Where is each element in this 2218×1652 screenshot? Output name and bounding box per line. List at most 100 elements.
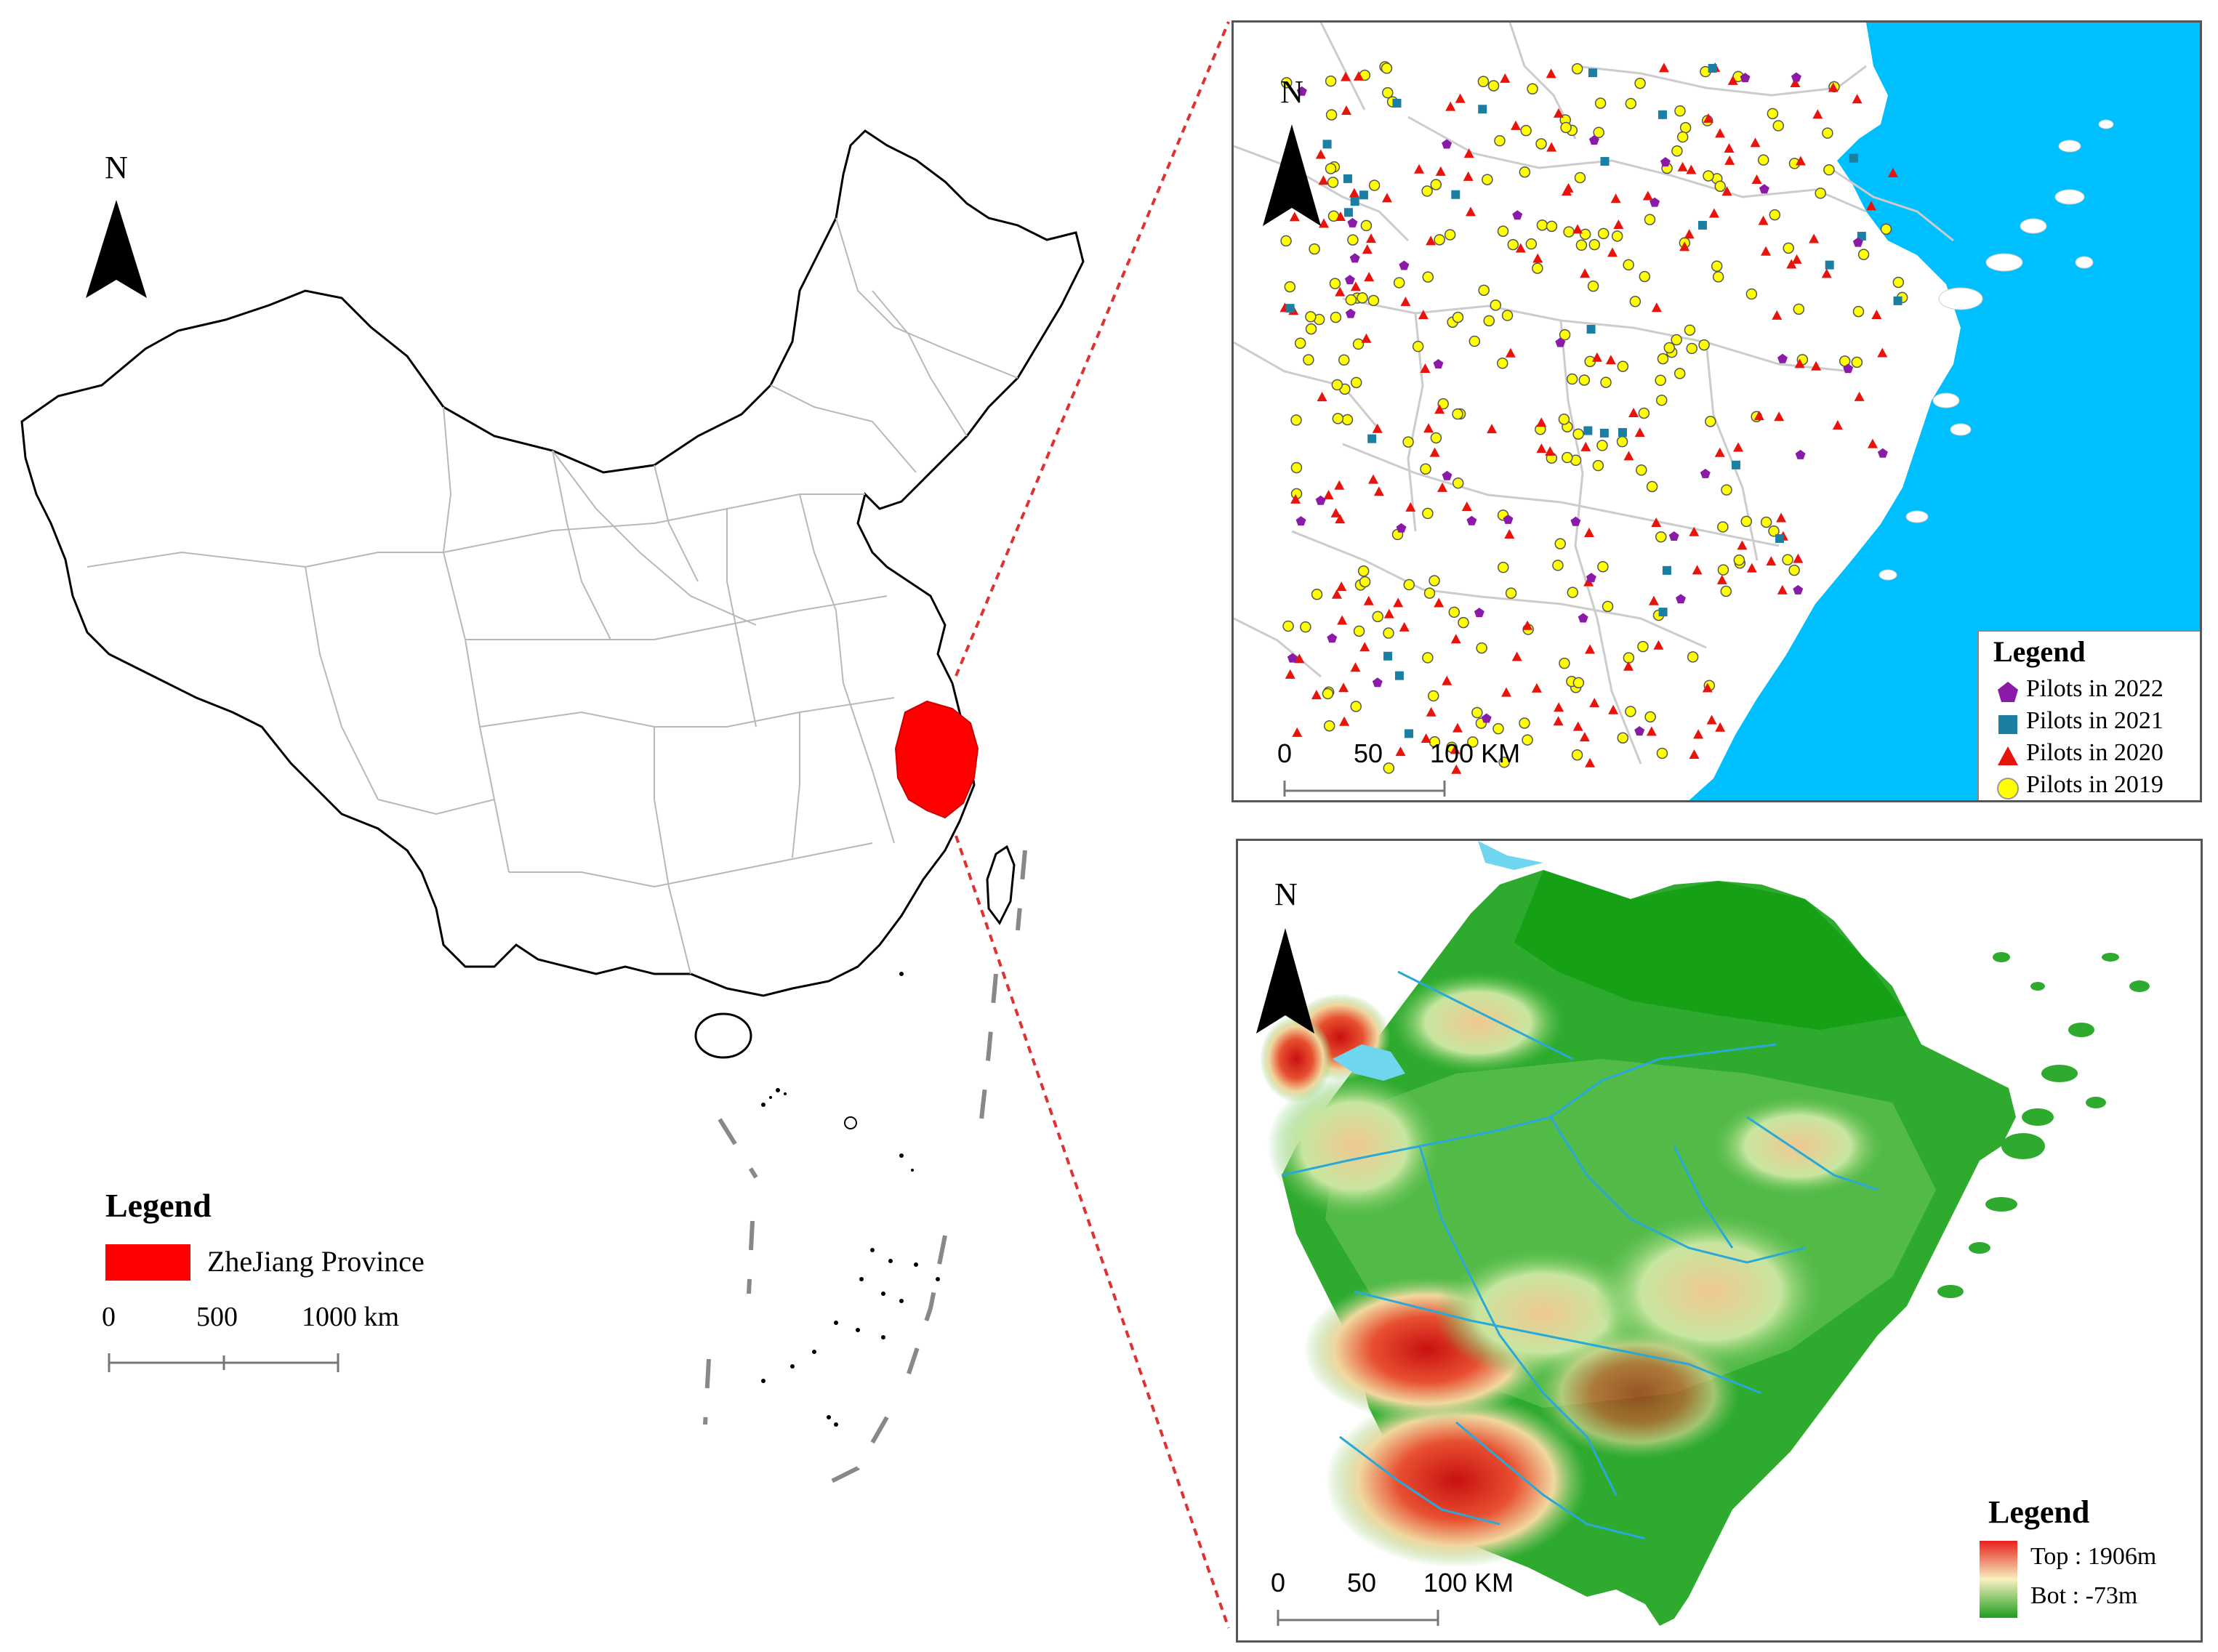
pilot-marker-triangle [1337, 615, 1348, 625]
pilot-marker-circle [1359, 576, 1371, 588]
pilot-marker-pentagon [1634, 725, 1645, 736]
pilot-marker-triangle [1733, 442, 1744, 452]
pilot-marker-circle [1497, 358, 1508, 369]
pilot-marker-triangle [1546, 142, 1557, 152]
pilot-marker-circle [1471, 706, 1483, 719]
pilot-marker-pentagon [1675, 594, 1686, 604]
pilot-marker-circle [1393, 277, 1405, 289]
pilot-marker-square [1775, 534, 1785, 544]
pilot-marker-triangle [1746, 563, 1757, 573]
pilot-marker-circle [1280, 235, 1292, 247]
pilot-marker-triangle [1361, 333, 1372, 343]
pilot-marker-triangle [1572, 721, 1583, 731]
pilot-marker-pentagon [1503, 514, 1514, 524]
pilot-marker-triangle [1420, 363, 1431, 373]
pilot-marker-triangle [1315, 149, 1326, 159]
pilot-marker-triangle [1809, 233, 1820, 243]
pilot-marker-circle [1309, 243, 1320, 255]
pilot-marker-circle [1430, 179, 1442, 190]
pilot-marker-triangle [1585, 644, 1596, 654]
pilots-scale-bar: 0 50 100 KM [1277, 738, 1539, 800]
pilot-marker-circle [1760, 516, 1772, 528]
pilot-marker-triangle [1750, 137, 1761, 148]
pilot-marker-circle [1353, 625, 1365, 637]
pilot-marker-square [1662, 565, 1671, 575]
pilot-marker-square [1893, 296, 1902, 305]
pilot-marker-triangle [1463, 148, 1474, 158]
pilot-marker-pentagon [1344, 275, 1355, 285]
square-icon [1998, 715, 2017, 734]
pilot-marker-triangle [1515, 243, 1526, 253]
pilot-marker-circle [1476, 642, 1487, 654]
pilot-marker-circle [1687, 651, 1699, 663]
pilot-marker-triangle [1466, 206, 1476, 217]
pilot-marker-circle [1322, 688, 1334, 700]
pilot-marker-triangle [1689, 526, 1700, 536]
pilot-marker-triangle [1368, 474, 1379, 484]
pilot-marker-circle [1360, 219, 1373, 232]
pilot-marker-circle [1331, 379, 1343, 391]
pilot-marker-triangle [1651, 517, 1662, 527]
pilot-marker-triangle [1774, 411, 1785, 422]
elevation-gradient-swatch [1980, 1541, 2017, 1618]
pilot-marker-circle [1368, 180, 1381, 191]
pilot-marker-circle [1303, 354, 1314, 366]
pilot-marker-triangle [1724, 143, 1735, 153]
pilot-marker-square [1586, 324, 1596, 334]
pilot-marker-triangle [1776, 512, 1787, 523]
elevation-map-panel: N 0 50 100 KM Legend Top : 1906m Bo [1236, 839, 2203, 1643]
pilot-marker-circle [1487, 80, 1500, 92]
pilot-marker-circle [1382, 86, 1394, 99]
elevation-legend: Legend Top : 1906m Bot : -73m [1972, 1494, 2201, 1639]
pilot-marker-circle [1560, 121, 1572, 134]
pilot-marker-pentagon [1650, 197, 1660, 207]
pilot-marker-circle [1769, 209, 1781, 221]
pilot-marker-triangle [1716, 574, 1727, 584]
pilot-marker-triangle [1487, 424, 1498, 434]
pilot-marker-circle [1587, 280, 1599, 292]
pilot-marker-triangle [1434, 597, 1444, 608]
pilot-marker-triangle [1610, 193, 1621, 204]
pilot-marker-triangle [1772, 310, 1783, 320]
legend-label-2022: Pilots in 2022 [2026, 675, 2163, 702]
pilot-marker-circle [1332, 413, 1344, 424]
pilot-marker-circle [1616, 435, 1628, 448]
pilot-marker-circle [1673, 368, 1686, 379]
pilot-marker-triangle [1854, 391, 1865, 401]
pilot-marker-triangle [1554, 702, 1564, 712]
pilots-map [1234, 23, 2200, 800]
pilot-marker-triangle [1585, 757, 1596, 767]
pilot-marker-circle [1593, 126, 1604, 138]
pilot-marker-triangle [1871, 309, 1882, 319]
pilot-marker-triangle [1423, 423, 1434, 433]
legend-item-2019: Pilots in 2019 [1979, 771, 2197, 800]
pilot-marker-triangle [1501, 687, 1512, 697]
pilot-marker-pentagon [1791, 72, 1801, 82]
pilot-marker-triangle [1350, 281, 1361, 291]
pilot-marker-square [1392, 98, 1402, 108]
pilot-marker-pentagon [1349, 253, 1360, 263]
pilots-scale-tick-0: 0 [1277, 738, 1293, 768]
pilot-marker-circle [1519, 717, 1530, 729]
pilot-marker-circle [1350, 701, 1362, 712]
pilot-marker-circle [1325, 75, 1337, 87]
pilot-marker-circle [1323, 720, 1335, 732]
pilot-marker-triangle [1753, 411, 1764, 421]
pilot-marker-pentagon [1795, 449, 1806, 459]
pilot-marker-circle [1579, 228, 1591, 241]
pilot-marker-circle [1663, 342, 1676, 354]
pilot-marker-triangle [1511, 651, 1522, 661]
legend-label-2021: Pilots in 2021 [2026, 707, 2163, 734]
pilot-marker-triangle [1381, 193, 1392, 203]
pilot-marker-pentagon [1287, 653, 1298, 663]
legend-item-2020: Pilots in 2020 [1979, 739, 2197, 771]
pilot-marker-circle [1357, 565, 1370, 577]
pilot-marker-circle [1767, 108, 1779, 120]
pilot-marker-triangle [1828, 82, 1839, 92]
pilot-marker-triangle [1383, 608, 1394, 619]
pilot-marker-circle [1546, 220, 1558, 233]
pilot-marker-triangle [1531, 682, 1542, 693]
pilot-marker-pentagon [1586, 573, 1596, 583]
pilot-marker-pentagon [1396, 523, 1407, 533]
pilot-marker-circle [1347, 234, 1359, 246]
